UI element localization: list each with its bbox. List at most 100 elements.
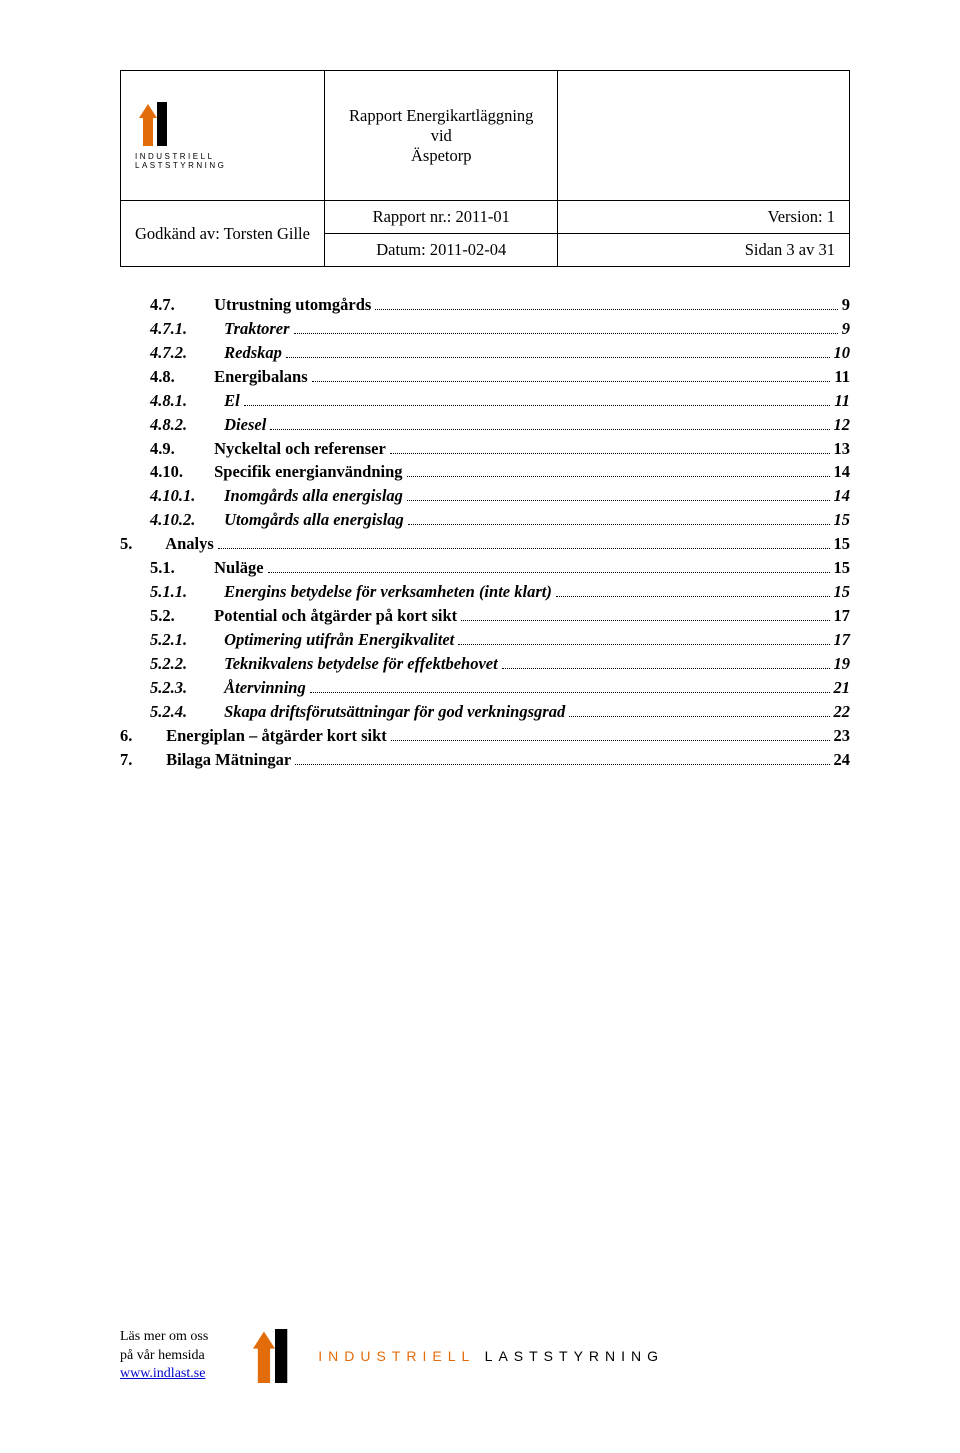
logo-brand-text: INDUSTRIELL LASTSTYRNING	[135, 152, 310, 170]
toc-page-number: 11	[834, 389, 850, 413]
footer-brand-text: INDUSTRIELL LASTSTYRNING	[318, 1348, 664, 1364]
toc-entry: 5.1. Nuläge 15	[120, 556, 850, 580]
toc-entry: 5.2.3. Återvinning 21	[120, 676, 850, 700]
toc-label: 4.7. Utrustning utomgårds	[150, 293, 371, 317]
toc-page-number: 17	[834, 628, 851, 652]
toc-page-number: 17	[834, 604, 851, 628]
toc-number: 5.1.1.	[150, 580, 220, 604]
toc-entry: 4.8. Energibalans11	[120, 365, 850, 389]
toc-title: Analys	[165, 534, 214, 553]
toc-entry: 4.10.2. Utomgårds alla energislag 15	[120, 508, 850, 532]
toc-leader-dots	[270, 420, 829, 430]
toc-leader-dots	[312, 372, 831, 382]
toc-title: Energiplan – åtgärder kort sikt	[166, 726, 387, 745]
toc-leader-dots	[502, 659, 830, 669]
toc-title: Återvinning	[224, 678, 306, 697]
toc-title: Potential och åtgärder på kort sikt	[214, 606, 457, 625]
footer-brand-word1: INDUSTRIELL	[318, 1348, 475, 1364]
toc-label: 4.10.2. Utomgårds alla energislag	[150, 508, 404, 532]
toc-leader-dots	[556, 587, 830, 597]
page-count: Sidan 3 av 31	[558, 234, 850, 267]
toc-entry: 5.2.1. Optimering utifrån Energikvalitet…	[120, 628, 850, 652]
toc-number: 7.	[120, 748, 162, 772]
toc-label: 5.1.1. Energins betydelse för verksamhet…	[150, 580, 552, 604]
company-logo: INDUSTRIELL LASTSTYRNING	[135, 102, 310, 170]
toc-number: 4.8.2.	[150, 413, 220, 437]
toc-number: 5.2.4.	[150, 700, 220, 724]
toc-entry: 6. Energiplan – åtgärder kort sikt23	[120, 724, 850, 748]
toc-page-number: 24	[834, 748, 851, 772]
toc-label: 4.8.2. Diesel	[150, 413, 266, 437]
toc-entry: 4.9. Nyckeltal och referenser 13	[120, 437, 850, 461]
toc-entry: 4.7. Utrustning utomgårds9	[120, 293, 850, 317]
toc-number: 4.10.2.	[150, 508, 220, 532]
toc-page-number: 15	[834, 508, 851, 532]
toc-label: 5.2. Potential och åtgärder på kort sikt	[150, 604, 457, 628]
toc-number: 5.2.2.	[150, 652, 220, 676]
toc-leader-dots	[407, 491, 830, 501]
doc-title-line1: Rapport Energikartläggning vid	[339, 106, 543, 146]
toc-leader-dots	[391, 731, 830, 741]
toc-leader-dots	[390, 444, 830, 454]
toc-page-number: 10	[834, 341, 851, 365]
toc-title: Bilaga Mätningar	[166, 750, 291, 769]
toc-leader-dots	[407, 468, 830, 478]
toc-label: 5.2.3. Återvinning	[150, 676, 306, 700]
toc-label: 4.7.2. Redskap	[150, 341, 282, 365]
toc-page-number: 15	[834, 532, 851, 556]
toc-number: 4.10.	[150, 460, 210, 484]
toc-leader-dots	[461, 611, 829, 621]
footer-link[interactable]: www.indlast.se	[120, 1366, 205, 1381]
toc-label: 5. Analys	[120, 532, 214, 556]
footer-brand-word2: LASTSTYRNING	[485, 1348, 664, 1364]
toc-label: 5.2.2. Teknikvalens betydelse för effekt…	[150, 652, 498, 676]
toc-leader-dots	[375, 300, 837, 310]
toc-page-number: 15	[834, 556, 851, 580]
toc-title: Nyckeltal och referenser	[214, 439, 386, 458]
toc-number: 5.2.	[150, 604, 210, 628]
toc-entry: 4.10. Specifik energianvändning14	[120, 460, 850, 484]
toc-leader-dots	[310, 683, 830, 693]
report-number: Rapport nr.: 2011-01	[325, 201, 558, 234]
doc-date: Datum: 2011-02-04	[325, 234, 558, 267]
toc-page-number: 12	[834, 413, 851, 437]
toc-title: Utomgårds alla energislag	[224, 510, 404, 529]
toc-leader-dots	[295, 755, 829, 765]
toc-title: Inomgårds alla energislag	[224, 486, 403, 505]
header-logo-cell: INDUSTRIELL LASTSTYRNING	[121, 71, 325, 201]
toc-number: 4.8.1.	[150, 389, 220, 413]
toc-number: 4.9.	[150, 437, 210, 461]
toc-label: 5.2.4. Skapa driftsförutsättningar för g…	[150, 700, 565, 724]
toc-entry: 5.1.1. Energins betydelse för verksamhet…	[120, 580, 850, 604]
toc-title: Redskap	[224, 343, 282, 362]
toc-page-number: 11	[834, 365, 850, 389]
page-footer: Läs mer om oss på vår hemsida www.indlas…	[120, 1328, 850, 1383]
toc-leader-dots	[569, 707, 829, 717]
toc-entry: 4.7.2. Redskap 10	[120, 341, 850, 365]
toc-leader-dots	[458, 635, 829, 645]
toc-title: Traktorer	[224, 319, 289, 338]
toc-title: Energins betydelse för verksamheten (int…	[224, 582, 552, 601]
toc-title: Optimering utifrån Energikvalitet	[224, 630, 454, 649]
toc-title: Energibalans	[214, 367, 308, 386]
toc-label: 4.9. Nyckeltal och referenser	[150, 437, 386, 461]
footer-logo: INDUSTRIELL LASTSTYRNING	[248, 1329, 664, 1383]
toc-page-number: 21	[834, 676, 851, 700]
toc-label: 5.1. Nuläge	[150, 556, 264, 580]
toc-number: 4.7.1.	[150, 317, 220, 341]
footer-line1: Läs mer om oss	[120, 1328, 208, 1346]
toc-entry: 7. Bilaga Mätningar 24	[120, 748, 850, 772]
toc-leader-dots	[244, 396, 831, 406]
toc-page-number: 15	[834, 580, 851, 604]
toc-label: 5.2.1. Optimering utifrån Energikvalitet	[150, 628, 454, 652]
toc-title: El	[224, 391, 240, 410]
toc-page-number: 14	[834, 484, 851, 508]
toc-entry: 4.8.2. Diesel 12	[120, 413, 850, 437]
toc-leader-dots	[268, 563, 830, 573]
toc-label: 4.10.1. Inomgårds alla energislag	[150, 484, 403, 508]
toc-title: Teknikvalens betydelse för effektbehovet	[224, 654, 498, 673]
toc-page-number: 13	[834, 437, 851, 461]
toc-title: Skapa driftsförutsättningar för god verk…	[224, 702, 565, 721]
toc-label: 4.10. Specifik energianvändning	[150, 460, 403, 484]
toc-number: 6.	[120, 724, 162, 748]
